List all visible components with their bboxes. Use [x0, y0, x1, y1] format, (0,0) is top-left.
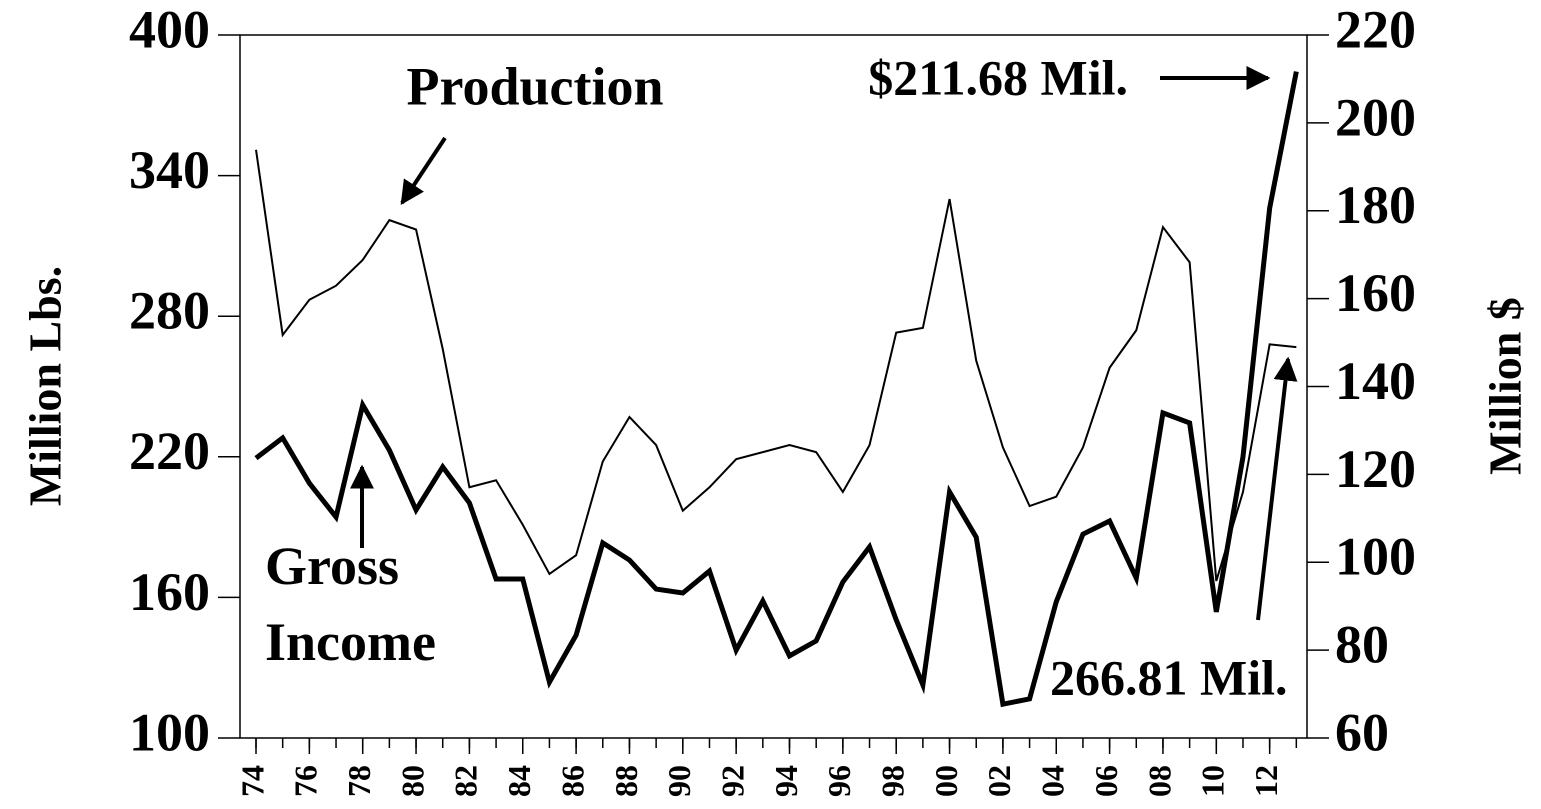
- y-tick-label: 280: [129, 281, 210, 341]
- y2-tick-label: 120: [1335, 439, 1416, 499]
- x-tick-label: 06: [1088, 765, 1124, 797]
- y2-tick-label: 100: [1335, 527, 1416, 587]
- y2-tick-label: 80: [1335, 615, 1389, 675]
- y2-tick-label: 140: [1335, 351, 1416, 411]
- y-tick-label: 400: [129, 0, 210, 59]
- x-tick-label: 94: [768, 765, 804, 797]
- x-tick-label: 12: [1248, 765, 1284, 797]
- x-tick-label: 78: [341, 765, 377, 797]
- y-tick-label: 100: [129, 702, 210, 762]
- x-tick-label: 98: [875, 765, 911, 797]
- y2-tick-label: 180: [1335, 175, 1416, 235]
- x-tick-label: 90: [661, 765, 697, 797]
- x-tick-label: 08: [1141, 765, 1177, 797]
- y2-tick-label: 200: [1335, 87, 1416, 147]
- y-axis-label: Million Lbs.: [20, 266, 71, 506]
- y-tick-label: 220: [129, 421, 210, 481]
- x-tick-label: 84: [501, 765, 537, 797]
- series-label: Gross Income: [265, 536, 436, 672]
- data-label: $211.68 Mil.: [868, 49, 1128, 105]
- series-line: [254, 71, 1299, 708]
- x-tick-label: 00: [928, 765, 964, 797]
- arrow: [400, 136, 447, 206]
- y-tick-label: 160: [129, 562, 210, 622]
- x-tick-label: 82: [448, 765, 484, 797]
- x-tick-label: 10: [1195, 765, 1231, 797]
- y2-tick-label: 160: [1335, 263, 1416, 323]
- x-tick-label: 04: [1035, 765, 1071, 797]
- x-tick-label: 76: [288, 765, 324, 797]
- x-tick-label: 96: [821, 765, 857, 797]
- x-tick-label: 88: [608, 765, 644, 797]
- series-line: [255, 149, 1297, 582]
- x-tick-label: 02: [981, 765, 1017, 797]
- x-tick-label: 86: [554, 765, 590, 797]
- x-tick-label: 74: [234, 765, 270, 797]
- x-tick-label: 80: [394, 765, 430, 797]
- y2-tick-label: 60: [1335, 702, 1389, 762]
- y2-tick-label: 220: [1335, 0, 1416, 59]
- y-tick-label: 340: [129, 140, 210, 200]
- series-label: Production: [406, 56, 663, 116]
- arrow: [1256, 356, 1298, 621]
- x-tick-label: 92: [714, 765, 750, 797]
- y2-axis-label: Million $: [1480, 297, 1531, 475]
- data-label: 266.81 Mil.: [1050, 649, 1287, 705]
